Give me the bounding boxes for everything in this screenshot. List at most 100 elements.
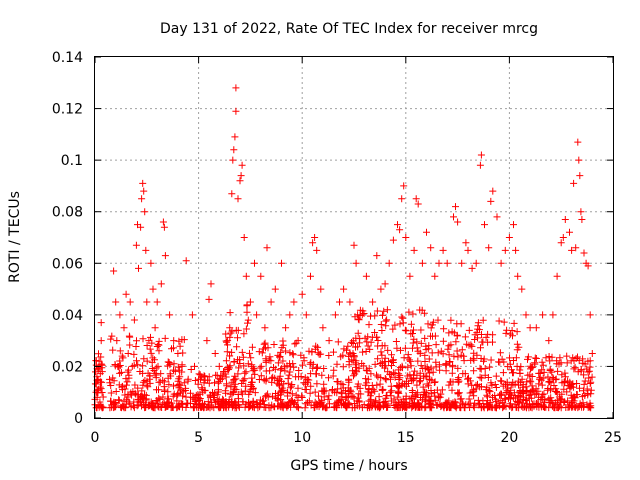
data-point xyxy=(412,195,420,203)
data-point xyxy=(507,395,515,403)
data-point xyxy=(362,272,370,280)
data-point xyxy=(465,341,473,349)
data-point xyxy=(259,345,267,353)
data-point xyxy=(135,264,142,272)
data-point xyxy=(92,357,100,364)
data-point xyxy=(477,344,484,352)
data-point xyxy=(367,312,374,320)
data-point xyxy=(424,345,432,353)
data-point xyxy=(395,389,403,397)
data-point xyxy=(389,356,397,364)
data-point xyxy=(388,362,395,369)
data-point xyxy=(118,352,126,360)
data-point xyxy=(143,342,151,349)
data-point xyxy=(482,333,490,341)
data-point xyxy=(392,338,400,345)
data-point xyxy=(574,353,581,361)
data-point xyxy=(164,358,172,366)
data-point xyxy=(450,213,457,221)
data-point xyxy=(240,330,248,338)
data-point xyxy=(417,326,425,334)
data-point xyxy=(579,355,587,363)
data-point xyxy=(397,346,404,354)
data-point xyxy=(259,397,267,405)
data-point xyxy=(428,349,436,357)
data-point xyxy=(234,334,241,342)
data-point xyxy=(333,378,341,385)
data-point xyxy=(532,389,540,397)
data-point xyxy=(509,381,517,389)
data-point xyxy=(195,375,203,383)
data-point xyxy=(387,375,394,383)
data-point xyxy=(425,369,433,377)
data-point xyxy=(364,342,372,350)
data-point xyxy=(134,361,142,369)
data-point xyxy=(400,402,407,410)
data-point xyxy=(363,403,371,411)
data-point xyxy=(469,355,477,363)
data-point xyxy=(373,371,380,379)
data-point xyxy=(340,400,348,408)
data-point xyxy=(170,337,178,345)
data-point xyxy=(320,365,328,372)
data-point xyxy=(526,377,534,385)
data-point xyxy=(546,357,554,365)
data-point xyxy=(561,369,569,377)
data-point xyxy=(98,368,106,376)
data-point xyxy=(282,347,290,355)
data-point xyxy=(232,84,240,92)
data-point xyxy=(149,285,157,293)
data-point xyxy=(346,298,354,306)
data-point xyxy=(585,403,593,411)
data-point xyxy=(132,343,140,350)
data-point xyxy=(320,402,328,410)
data-point xyxy=(108,332,116,340)
data-point xyxy=(149,354,157,362)
data-point xyxy=(377,374,385,382)
data-point xyxy=(373,252,381,260)
data-point xyxy=(237,172,245,180)
data-point xyxy=(510,221,517,229)
data-point xyxy=(583,385,591,393)
data-point xyxy=(110,267,118,275)
data-point xyxy=(414,357,422,365)
data-point xyxy=(378,386,386,394)
data-point xyxy=(525,394,533,402)
data-point xyxy=(222,389,230,397)
data-point xyxy=(175,337,183,345)
data-point xyxy=(133,402,141,410)
data-point xyxy=(501,246,509,254)
data-point xyxy=(272,390,279,397)
data-point xyxy=(257,272,265,280)
data-point xyxy=(310,401,318,409)
data-point xyxy=(461,404,469,412)
data-point xyxy=(448,401,456,409)
data-point xyxy=(147,259,155,267)
data-point xyxy=(145,337,153,345)
data-point xyxy=(443,259,451,267)
data-point xyxy=(366,345,374,353)
data-point xyxy=(373,381,381,389)
data-point xyxy=(394,383,402,390)
data-point xyxy=(524,355,531,363)
data-point xyxy=(313,246,321,254)
data-point xyxy=(277,366,285,374)
data-point xyxy=(230,146,238,154)
data-point xyxy=(130,350,138,358)
data-point xyxy=(381,342,389,350)
data-point xyxy=(325,337,333,345)
data-point xyxy=(409,310,417,318)
data-point xyxy=(106,379,114,387)
data-point xyxy=(278,365,286,372)
data-point xyxy=(317,350,325,358)
data-point xyxy=(432,341,440,349)
data-point xyxy=(222,404,230,412)
data-point xyxy=(417,362,425,370)
data-point xyxy=(182,384,190,392)
data-point xyxy=(420,309,428,317)
data-point xyxy=(584,262,592,270)
data-point xyxy=(513,340,521,348)
data-point xyxy=(126,341,134,349)
data-point xyxy=(109,346,117,354)
data-point xyxy=(244,319,251,327)
